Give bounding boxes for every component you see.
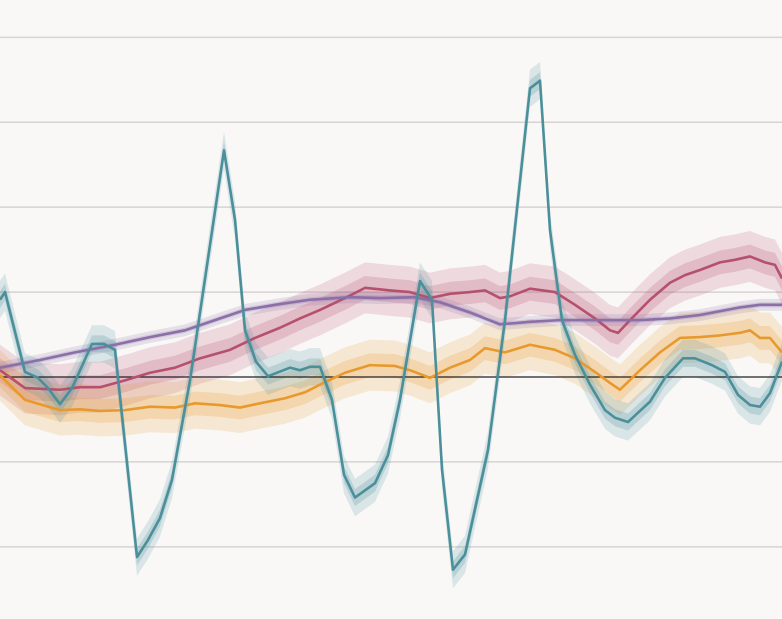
series-1-line bbox=[0, 329, 782, 413]
series-0-outer-band bbox=[0, 230, 782, 416]
series-2-outer-band bbox=[0, 291, 782, 374]
series-1-inner-band bbox=[0, 318, 782, 423]
series-0-inner-band bbox=[0, 244, 782, 402]
gridlines bbox=[0, 36, 782, 548]
series-lines bbox=[0, 79, 782, 572]
